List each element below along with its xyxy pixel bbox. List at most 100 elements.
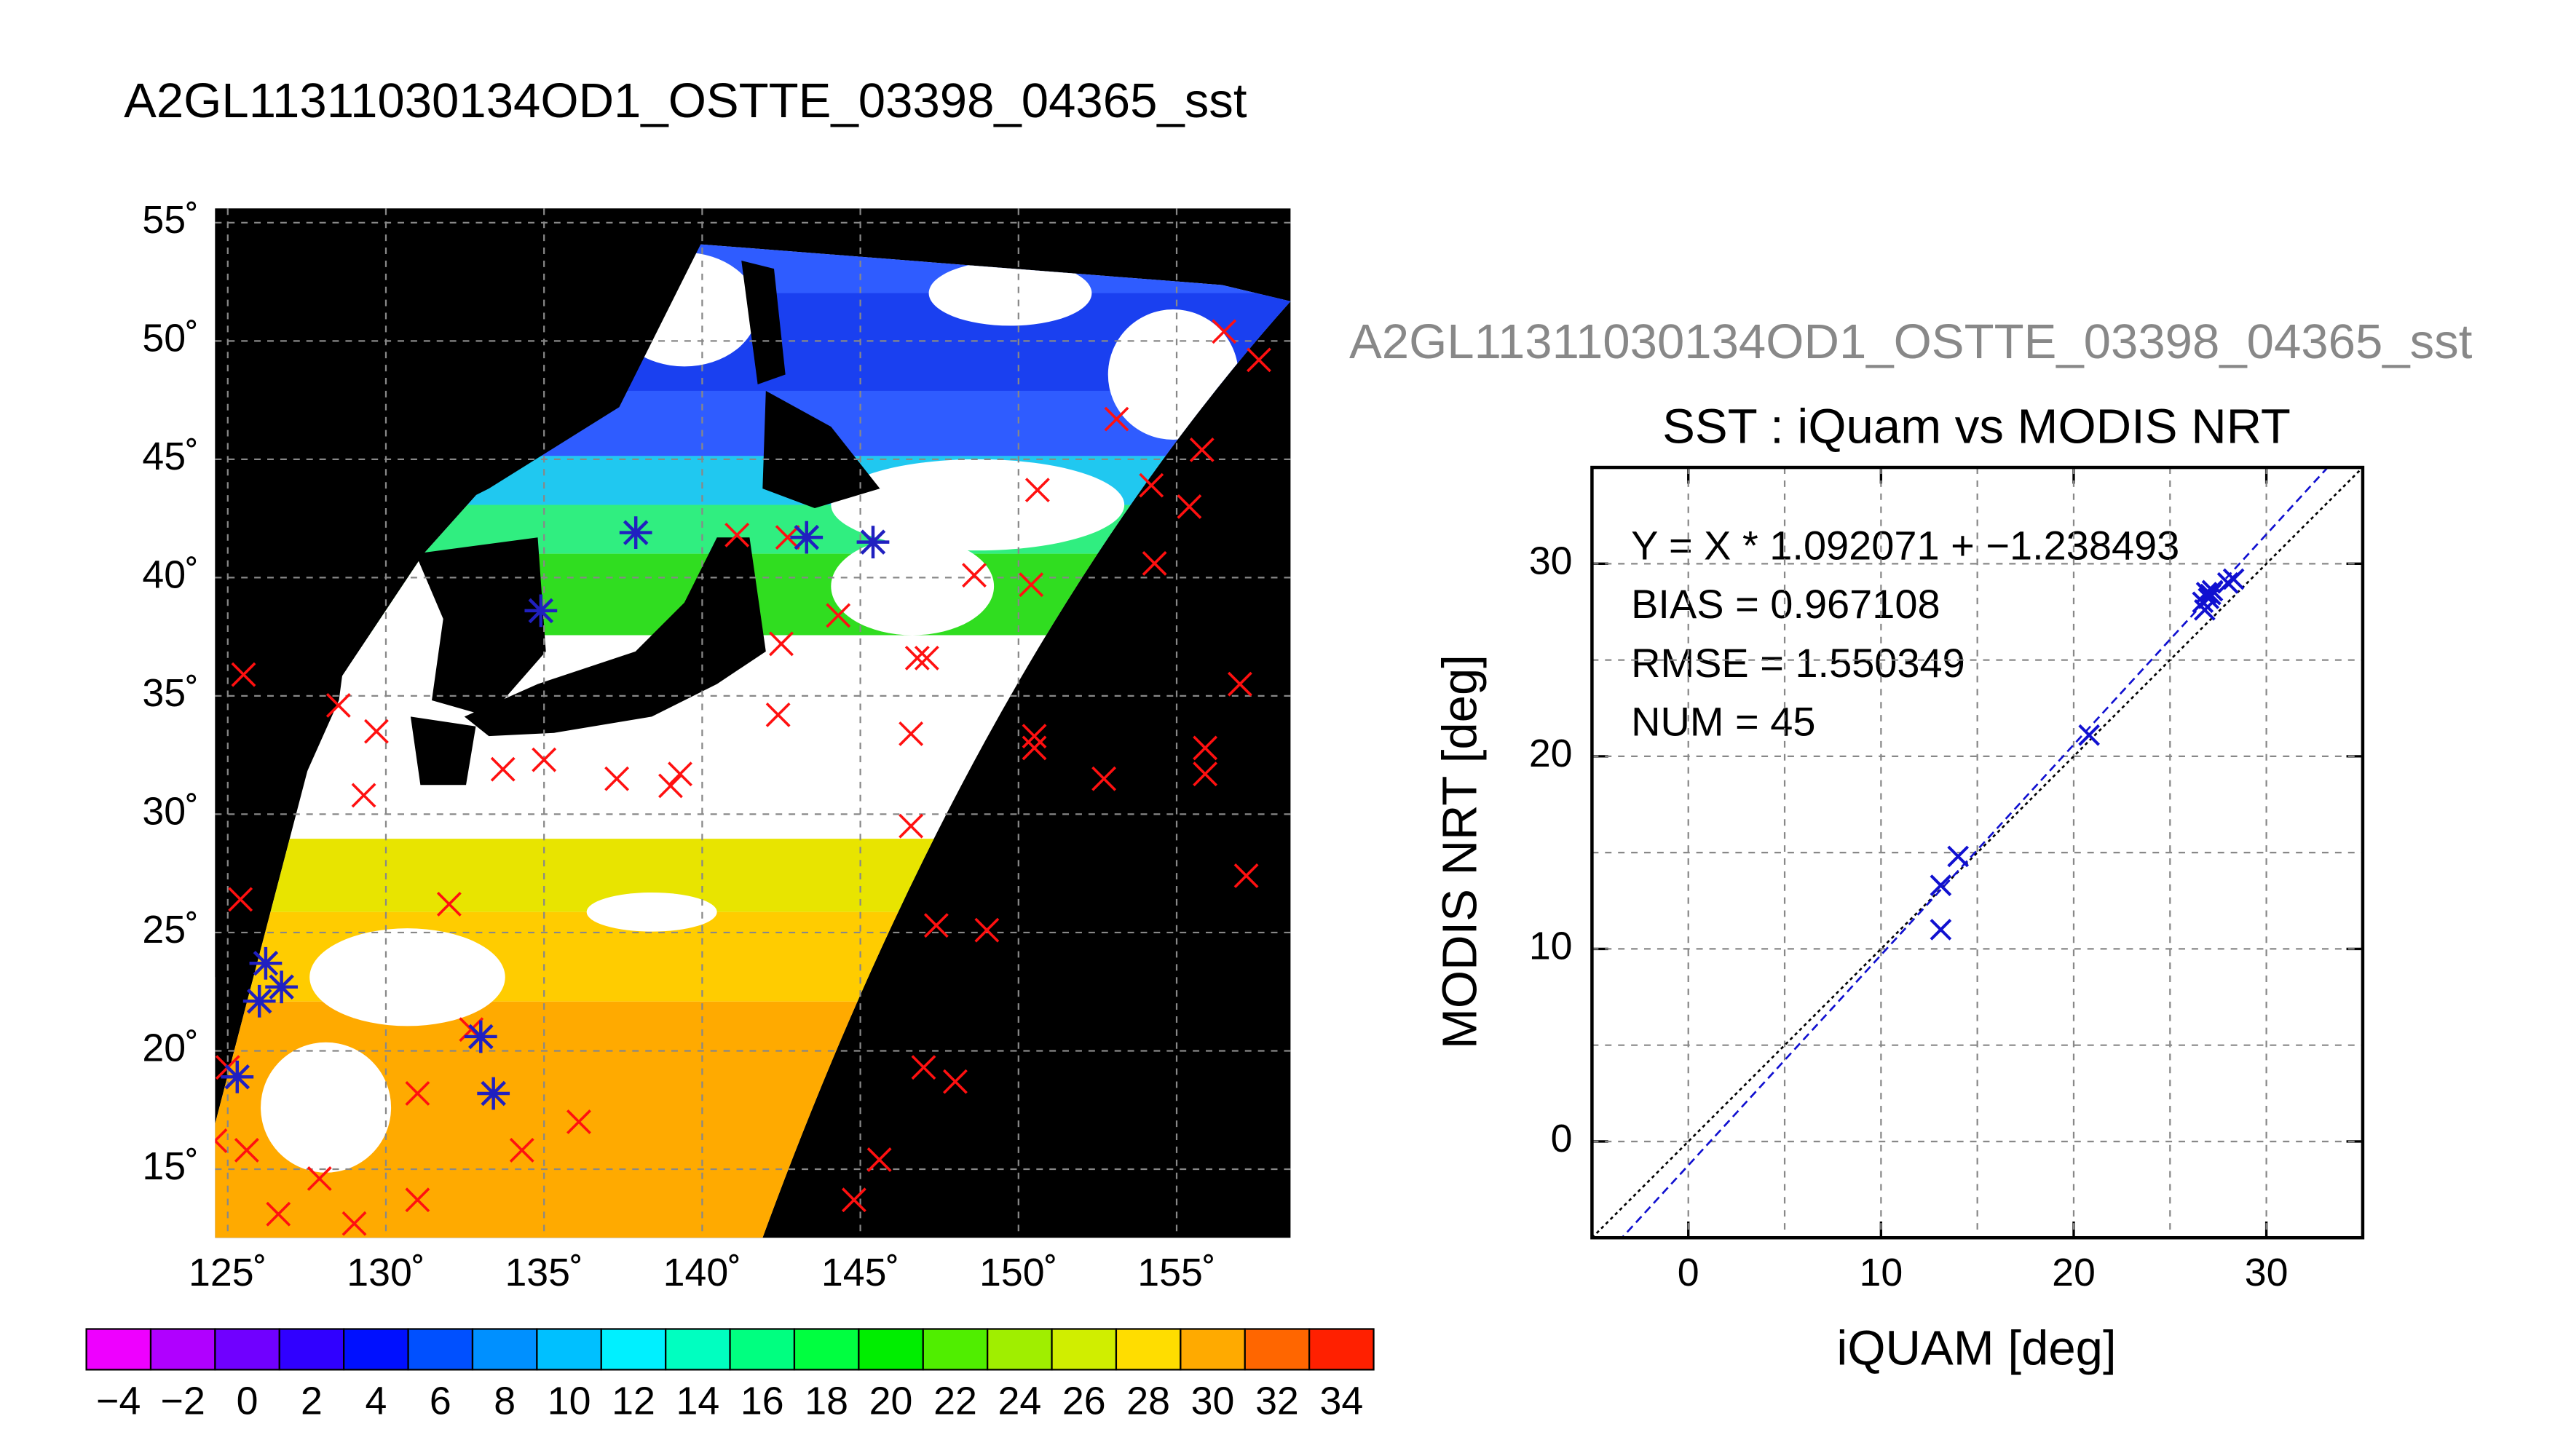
cross-marker [765,702,791,727]
cross-marker [341,1211,367,1236]
cross-marker [1022,735,1047,761]
cross-marker [566,1109,591,1134]
colorbar-cell [600,1328,667,1371]
x-tick-label: 140˚ [663,1251,741,1294]
asterisk-marker [790,521,824,554]
y-tick-label: 20 [1529,732,1573,775]
x-tick-label: 150˚ [979,1251,1057,1294]
colorbar-cell [471,1328,538,1371]
colorbar-tick-label: 4 [365,1380,387,1423]
cross-marker [325,692,351,718]
colorbar-cell [1308,1328,1375,1371]
cross-marker [904,645,930,670]
cross-marker [899,721,924,746]
asterisk-marker [249,946,283,980]
cloud [261,1042,392,1173]
cloud [831,537,995,636]
annotation: Y = X * 1.092071 + −1.238493 [1631,523,2179,569]
cross-marker [231,662,256,687]
cross-marker [841,1187,866,1213]
cloud [586,892,717,932]
cloud [831,459,1125,551]
colorbar-tick-label: 18 [805,1380,848,1423]
y-tick-label: 50˚ [142,317,199,360]
cross-marker [351,783,376,808]
y-tick-label: 40˚ [142,553,199,597]
cross-marker [405,1081,430,1106]
cross-marker [1024,478,1050,503]
x-tick-label: 20 [2052,1251,2096,1294]
cloud [928,260,1092,326]
cross-marker [962,563,987,588]
cross-marker [1227,671,1252,697]
colorbar-cell [407,1328,474,1371]
colorbar-cell [214,1328,280,1371]
identity-line [1592,467,2363,1238]
x-tick-label: 130˚ [347,1251,424,1294]
cross-marker [911,1055,936,1080]
colorbar-tick-label: 34 [1319,1380,1363,1423]
cross-marker [866,1147,892,1172]
cross-marker [974,917,1000,943]
plot-frame [1590,465,2365,1240]
asterisk-marker [619,516,652,550]
cross-marker [668,761,692,787]
asterisk-marker [477,1077,510,1110]
x-tick-label: 30 [2245,1251,2289,1294]
axes: 125˚ 130˚ 135˚ 140˚ 145˚ 150˚ 155˚ 15˚ 20˚ 25˚ 30˚… [85,198,2363,1423]
cloud [309,928,505,1026]
y-tick-label: 20˚ [142,1026,199,1070]
cross-marker [1930,874,1952,896]
x-axis-label: iQUAM [deg] [1836,1321,2116,1376]
colorbar-tick-label: 6 [430,1380,451,1423]
cross-marker [509,1138,534,1163]
cross-marker [826,603,851,628]
fit-line [1620,467,2329,1238]
colorbar-cell [665,1328,731,1371]
cross-marker [1091,766,1117,791]
y-tick-label: 0 [1551,1117,1573,1160]
colorbar-cell [987,1328,1053,1371]
colorbar-cell [1180,1328,1246,1371]
colorbar-cell [729,1328,796,1371]
map-title: A2GL11311030134OD1_OSTTE_03398_04365_sst [124,74,1247,128]
cross-marker [1022,724,1047,749]
colorbar-tick-label: 16 [741,1380,784,1423]
colorbar-tick-label: 14 [676,1380,720,1423]
colorbar-cell [536,1328,602,1371]
cross-marker [1947,845,1970,868]
cross-marker [1019,572,1044,598]
cross-marker [2078,724,2100,746]
cross-marker [1193,761,1218,787]
asterisk-marker [856,526,890,559]
annotation: NUM = 45 [1631,698,1815,744]
sakhalin [741,260,786,384]
colorbar-tick-label: 10 [548,1380,591,1423]
cross-marker [775,525,800,550]
asterisk-marker [242,984,276,1018]
cross-marker [2194,598,2216,621]
y-tick-label: 25˚ [142,908,199,951]
colorbar-cell [278,1328,345,1371]
asterisk-marker [524,594,558,628]
cross-marker [899,813,924,839]
x-tick-label: 125˚ [189,1251,266,1294]
hokkaido [762,390,880,508]
continent [215,208,701,978]
colorbar-tick-label: 20 [869,1380,913,1423]
colorbar-tick-label: 28 [1126,1380,1170,1423]
cross-marker [1212,319,1237,344]
korea [415,537,546,717]
cross-marker [1104,406,1129,432]
y-tick-label: 15˚ [142,1144,199,1188]
scatter-plot [1592,467,2363,1238]
cross-marker [942,1069,968,1094]
colorbar-cell [922,1328,989,1371]
colorbar-tick-label: 22 [933,1380,977,1423]
cross-marker [658,773,683,799]
colorbar-cell [858,1328,924,1371]
cross-marker [364,719,389,744]
colorbar-tick-label: 32 [1255,1380,1299,1423]
cross-marker [1139,472,1164,498]
